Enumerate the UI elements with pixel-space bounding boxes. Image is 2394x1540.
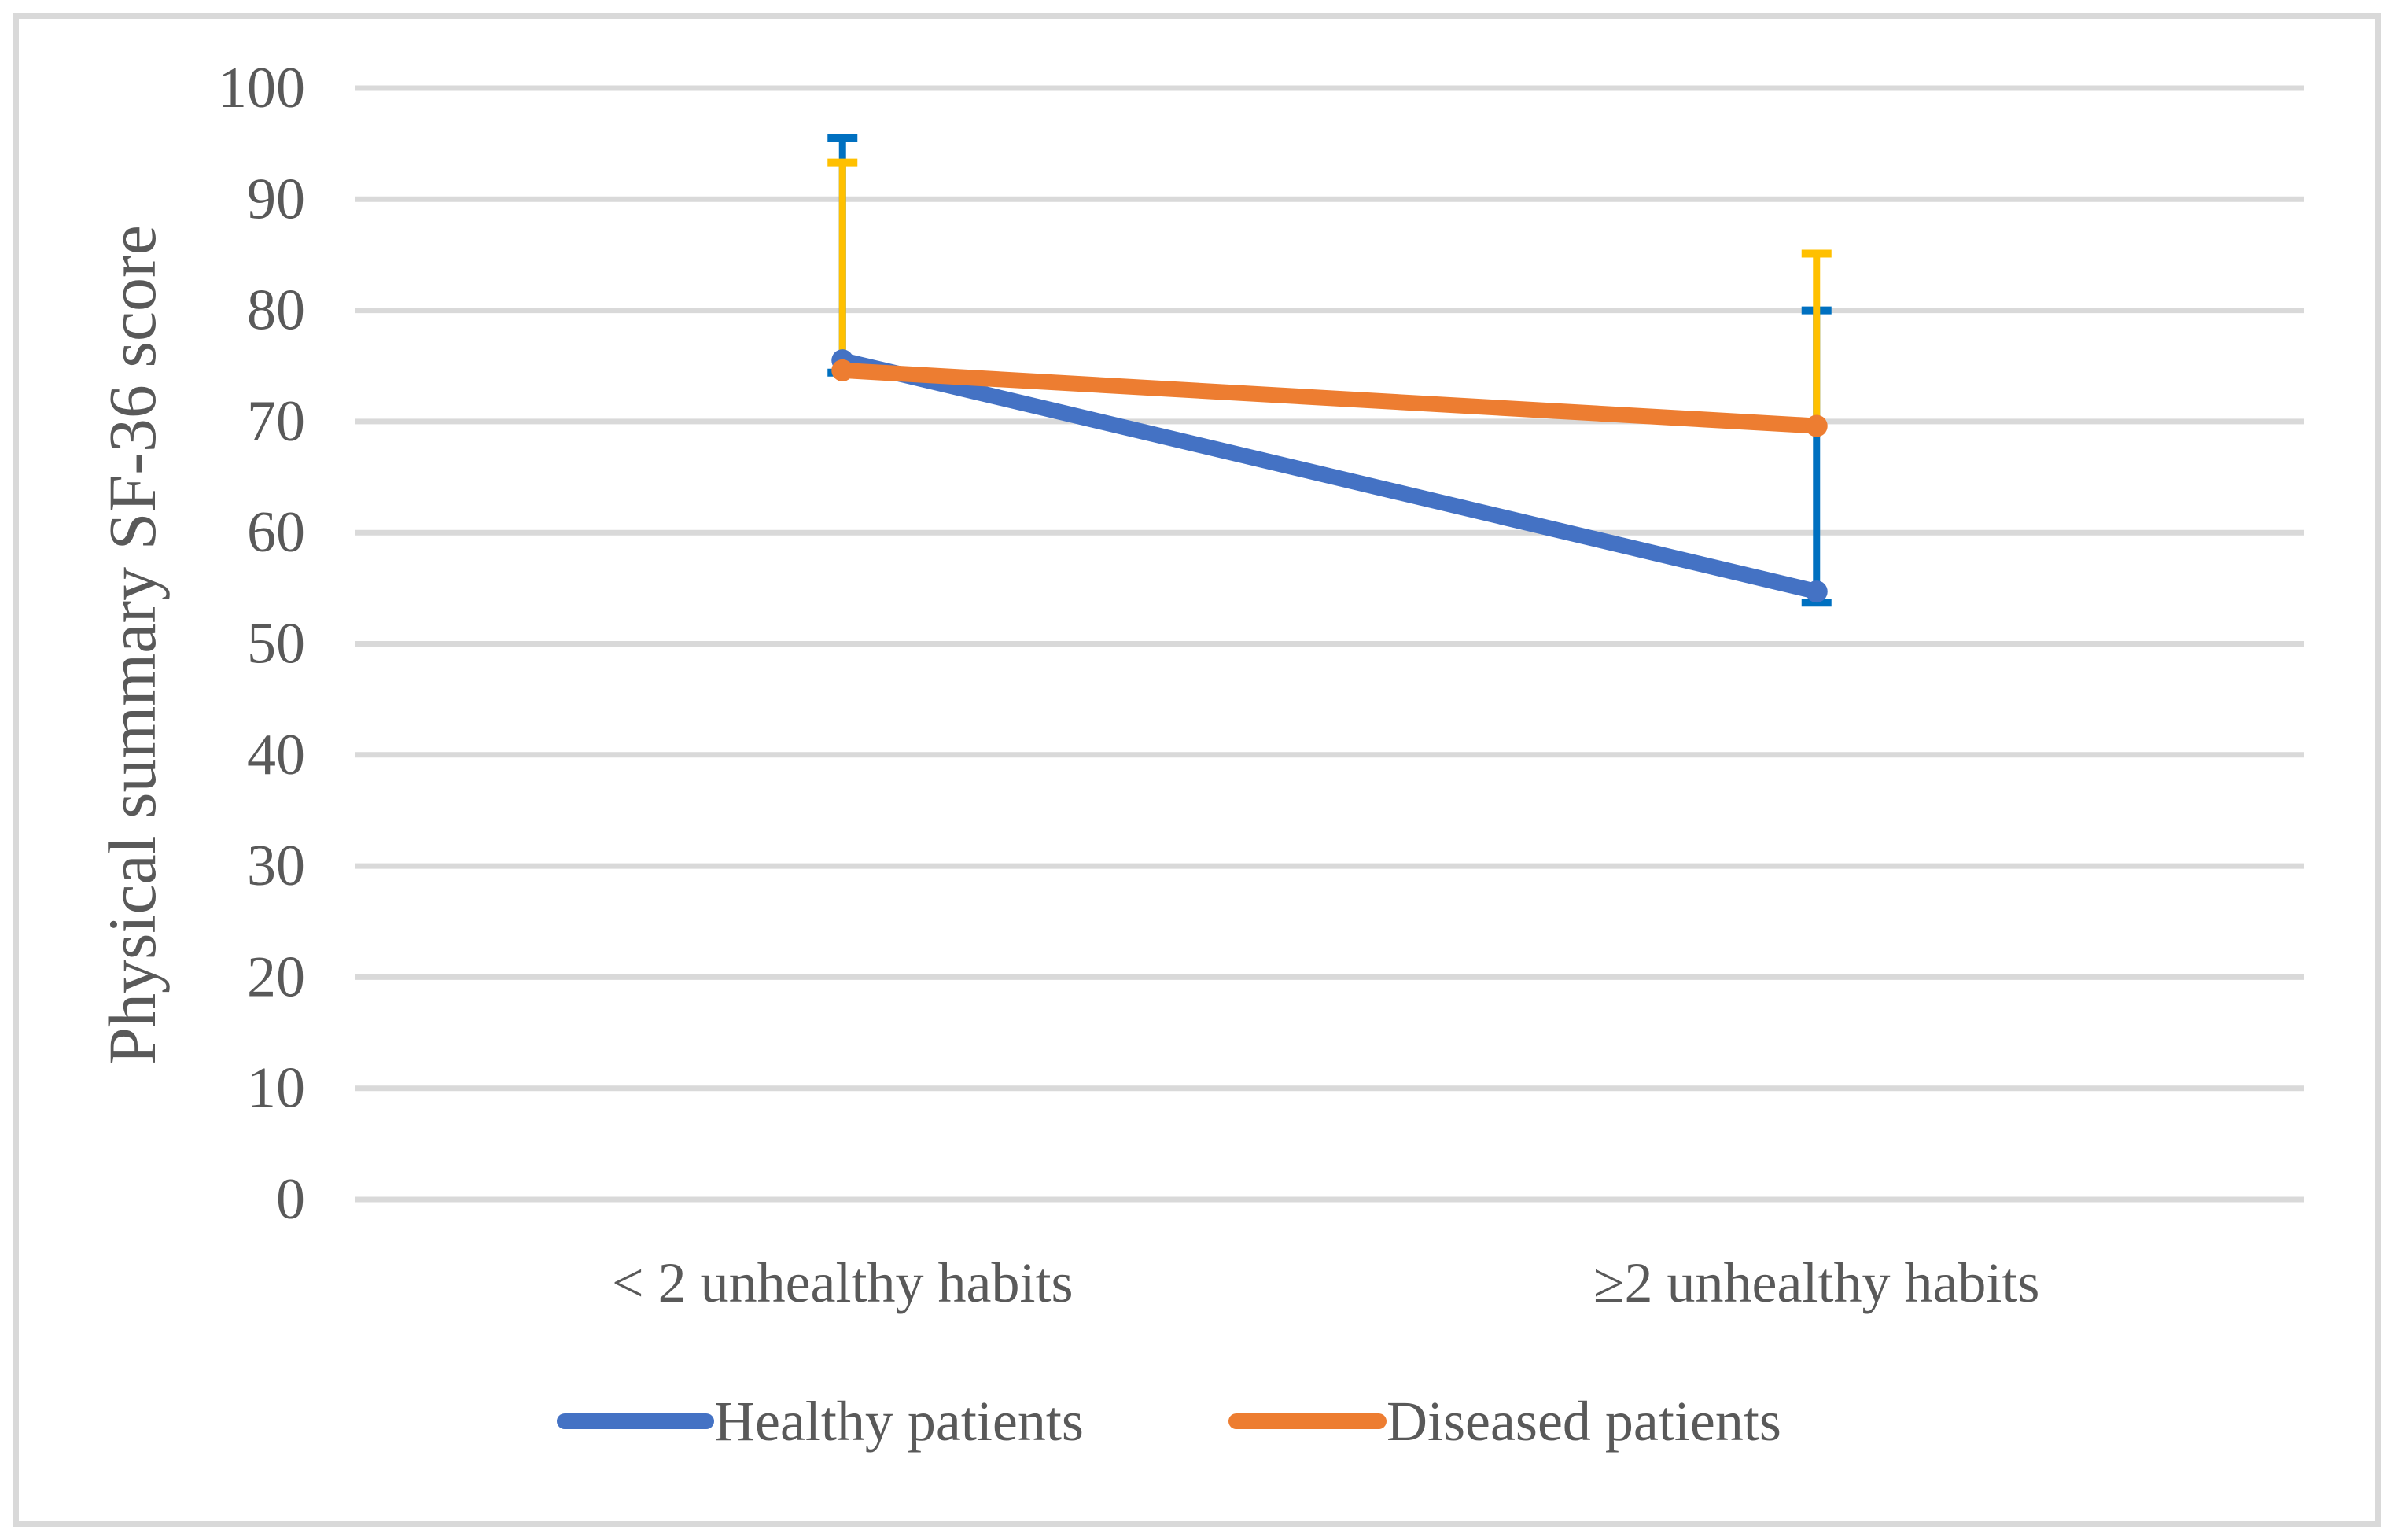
y-axis-tick-label: 10	[247, 1056, 305, 1121]
y-axis-tick-label: 30	[247, 834, 305, 898]
data-point-marker-healthy	[1805, 580, 1828, 603]
y-axis-tick-label: 50	[247, 612, 305, 676]
series-diseased	[831, 359, 1828, 437]
y-axis-tick-label: 40	[247, 723, 305, 787]
y-axis-tick-label: 80	[247, 278, 305, 343]
error-bars-diseased	[827, 158, 1832, 426]
x-category-label: ≥2 unhealthy habits	[1593, 1251, 2039, 1314]
y-axis-tick-label: 60	[247, 500, 305, 565]
figure-border	[13, 13, 2381, 1527]
x-category-label: < 2 unhealthy habits	[612, 1251, 1074, 1314]
y-axis-title: Physical summary SF-36 score	[94, 225, 170, 1065]
legend: Healthy patients Diseased patients	[557, 1390, 1781, 1453]
legend-label-diseased: Diseased patients	[1387, 1390, 1781, 1453]
legend-label-healthy: Healthy patients	[714, 1390, 1084, 1453]
y-axis-tick-label: 0	[276, 1167, 305, 1232]
y-axis-tick-label: 70	[247, 389, 305, 454]
y-axis-tick-label: 90	[247, 167, 305, 231]
y-axis-tick-label: 100	[218, 56, 305, 120]
data-point-marker-diseased	[831, 359, 854, 381]
y-axis-tick-label: 20	[247, 945, 305, 1009]
series-line-healthy	[834, 352, 1825, 600]
data-point-marker-diseased	[1805, 414, 1828, 437]
series-line-diseased	[834, 362, 1825, 434]
